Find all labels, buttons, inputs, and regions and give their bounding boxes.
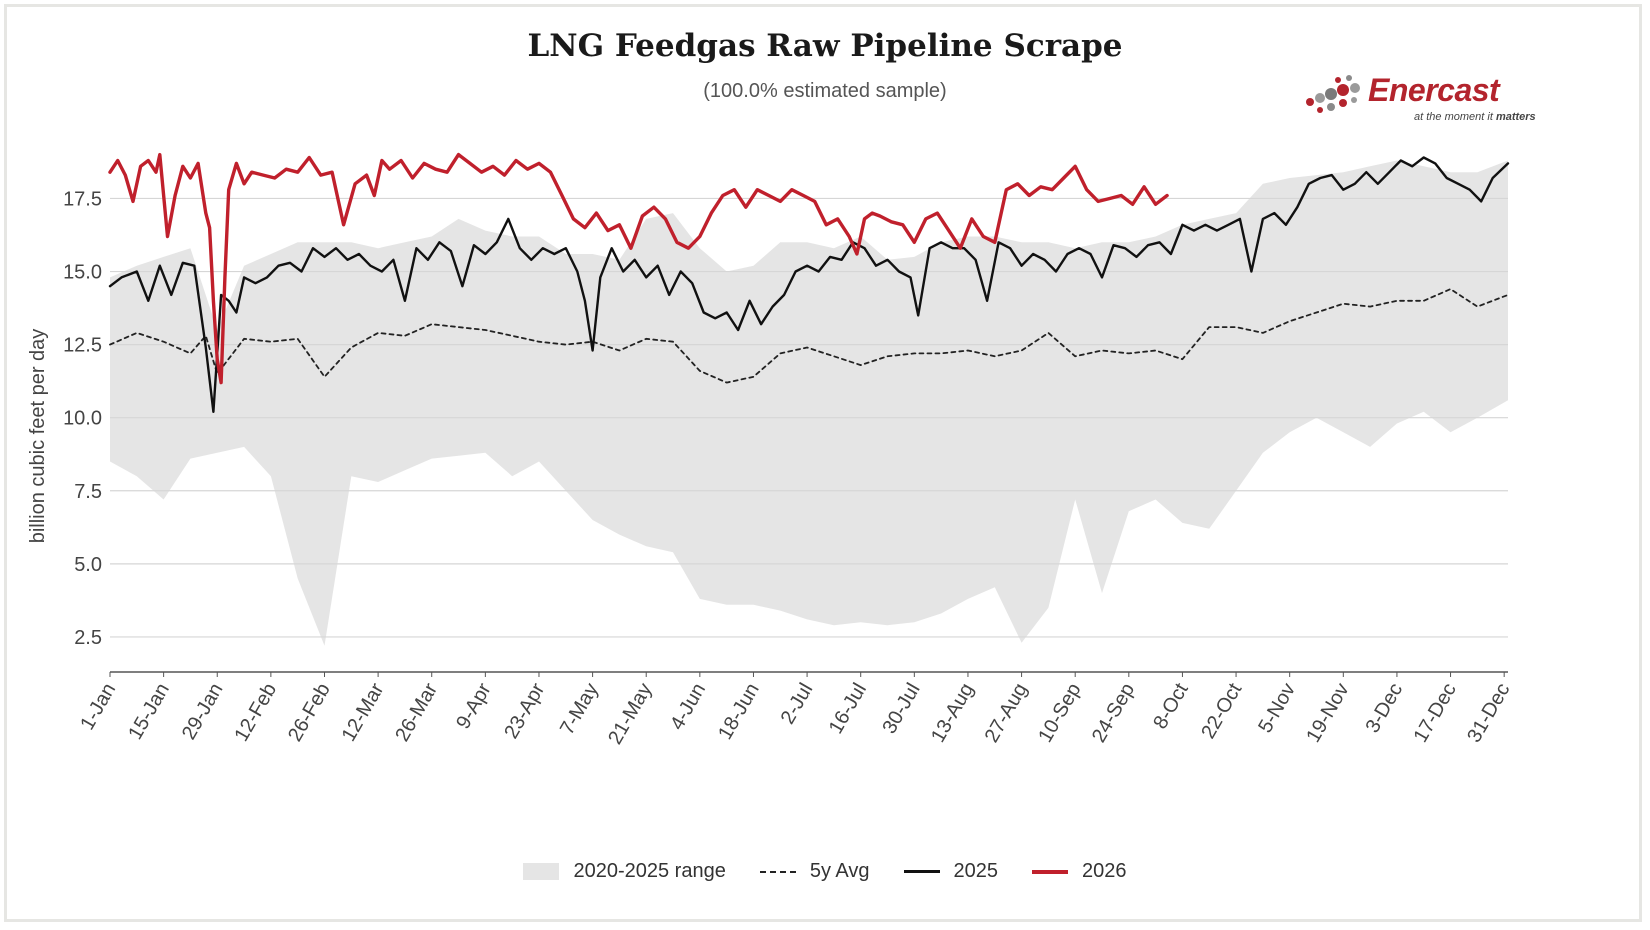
x-tick-label: 26-Mar [391, 679, 442, 745]
legend-item-range: 2020-2025 range [523, 860, 726, 883]
legend-swatch-range [523, 863, 560, 880]
legend-swatch-5y-avg [759, 870, 796, 873]
x-tick-label: 4-Jun [666, 680, 710, 734]
logo-tagline: at the moment it matters [1414, 111, 1536, 123]
x-tick-label: 15-Jan [124, 680, 174, 744]
y-tick-label: 5.0 [74, 554, 102, 576]
legend-label-range: 2020-2025 range [573, 860, 726, 882]
legend-swatch-2025 [903, 870, 940, 873]
logo-dots-icon [1306, 75, 1360, 113]
x-tick-label: 7-May [556, 680, 603, 739]
legend-label-2025: 2025 [953, 860, 999, 882]
x-tick-label: 30-Jul [878, 680, 924, 738]
x-tick-label: 24-Sep [1088, 680, 1139, 747]
x-tick-label: 13-Aug [927, 680, 978, 747]
legend-swatch-2026 [1032, 869, 1069, 874]
series-2026-line [108, 152, 1169, 385]
legend-item-2026: 2026 [1032, 860, 1127, 883]
legend-item-5y-avg: 5y Avg [759, 860, 870, 883]
x-tick-label: 17-Dec [1410, 680, 1461, 747]
legend-label-5y-avg: 5y Avg [809, 860, 870, 882]
chart-legend: 2020-2025 range 5y Avg 2025 2026 [0, 860, 1650, 883]
x-tick-label: 12-Feb [230, 680, 281, 746]
x-tick-label: 10-Sep [1034, 680, 1085, 747]
x-tick-label: 19-Nov [1302, 680, 1353, 747]
x-tick-label: 21-May [604, 680, 656, 749]
y-tick-label: 10.0 [63, 408, 102, 430]
y-tick-label: 12.5 [63, 335, 102, 357]
chart-subtitle: (100.0% estimated sample) [703, 80, 947, 102]
x-tick-label: 1-Jan [76, 680, 120, 734]
logo-wordmark: Enercast [1368, 72, 1500, 108]
y-tick-label: 15.0 [63, 262, 102, 284]
x-tick-label: 9-Apr [452, 679, 496, 733]
legend-item-2025: 2025 [903, 860, 999, 883]
range-band [110, 160, 1508, 646]
y-tick-label: 17.5 [63, 188, 102, 210]
x-tick-label: 3-Dec [1362, 680, 1408, 737]
x-tick-label: 12-Mar [338, 679, 389, 745]
x-tick-label: 27-Aug [981, 680, 1032, 747]
x-tick-label: 2-Jul [777, 680, 818, 729]
x-tick-label: 16-Jul [825, 680, 871, 738]
y-tick-label: 2.5 [74, 627, 102, 649]
enercast-logo: Enercast at the moment it matters [1300, 66, 1562, 128]
x-tick-label: 8-Oct [1149, 679, 1193, 733]
y-tick-label: 7.5 [74, 481, 102, 503]
legend-label-2026: 2026 [1082, 860, 1127, 882]
x-tick-label: 29-Jan [178, 680, 228, 744]
chart-title: LNG Feedgas Raw Pipeline Scrape [527, 28, 1123, 64]
x-tick-label: 31-Dec [1463, 680, 1514, 747]
x-tick-label: 23-Apr [500, 679, 549, 742]
x-tick-label: 26-Feb [284, 680, 335, 746]
x-tick-label: 18-Jun [714, 680, 764, 744]
x-tick-label: 22-Oct [1197, 679, 1246, 742]
y-axis-title: billion cubic feet per day [27, 329, 49, 544]
x-tick-label: 5-Nov [1254, 680, 1300, 737]
series-2025-line [108, 156, 1510, 413]
